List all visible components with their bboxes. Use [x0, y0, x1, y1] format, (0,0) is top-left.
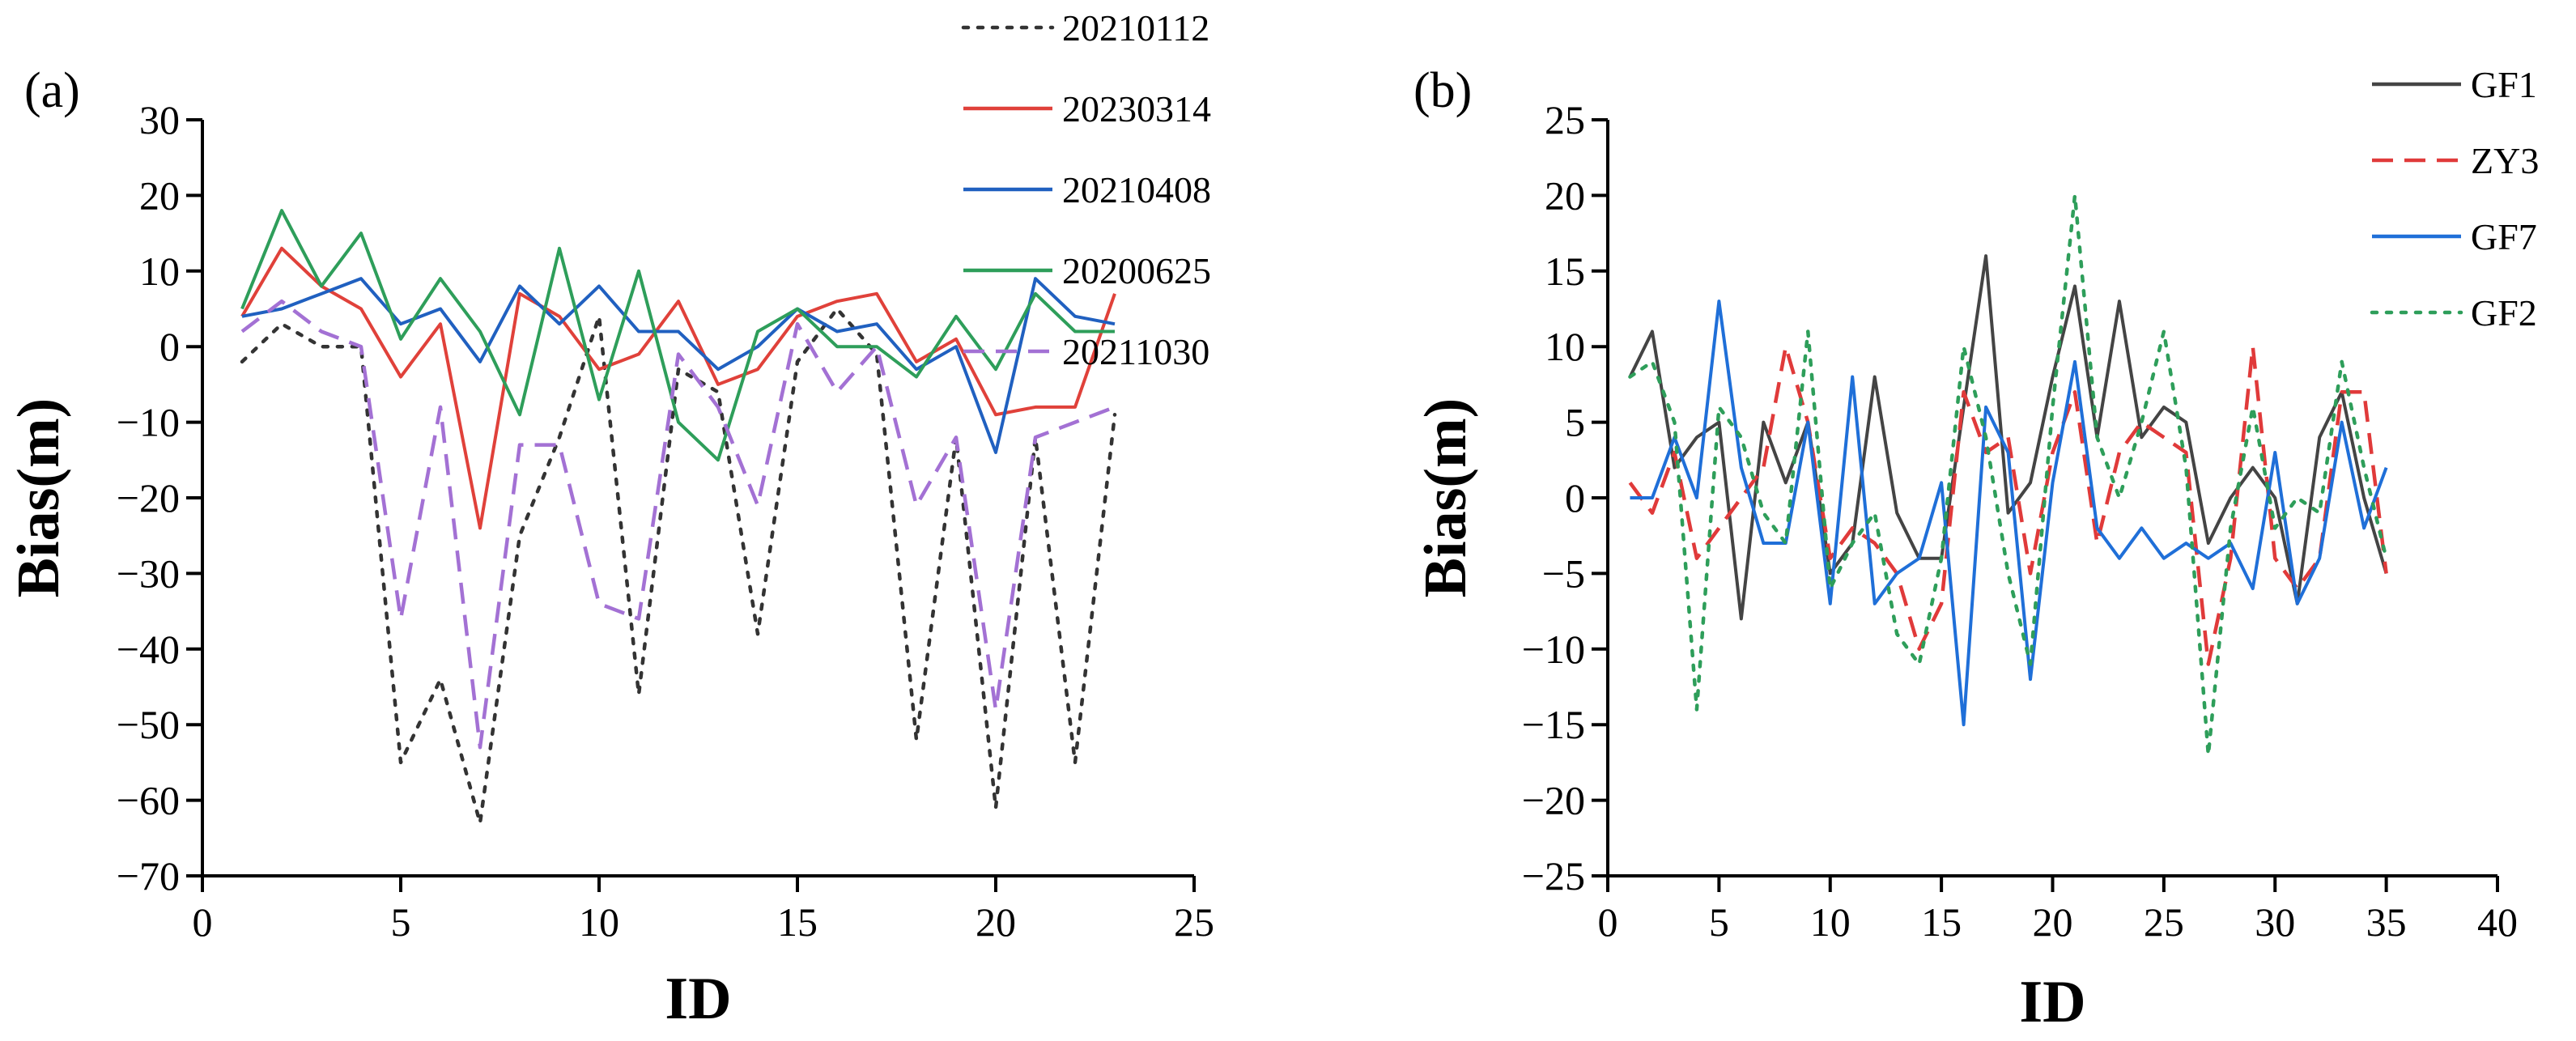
legend-label: 20210112: [1062, 7, 1209, 49]
panel-label: (b): [1413, 63, 1472, 118]
legend-label: GF1: [2471, 64, 2537, 105]
y-tick-label: −50: [117, 702, 180, 747]
y-tick-label: 15: [1545, 249, 1585, 294]
x-tick-label: 10: [1810, 899, 1851, 945]
y-axis-title: Bias(m): [6, 398, 72, 598]
chart-panel-b: (b) 25 20 15 10 5 0 −5 −10 −15 −20 −25 0 5 10 15 20 25 30 3…: [1413, 63, 2539, 1035]
y-tick-label: −60: [117, 778, 180, 823]
legend-label: GF2: [2471, 292, 2537, 334]
x-tick-label: 20: [2033, 899, 2073, 945]
y-tick-label: −25: [1522, 853, 1585, 899]
legend-label: 20210408: [1062, 169, 1211, 210]
series-line-GF2: [1628, 193, 2388, 757]
y-tick-label: −10: [117, 400, 180, 445]
x-tick-label: 25: [1174, 899, 1214, 945]
y-tick-label: −30: [117, 550, 180, 596]
series-line-20210112: [240, 307, 1117, 825]
y-tick-label: −20: [117, 475, 180, 520]
series-line-20200625: [240, 209, 1115, 462]
x-tick-label: 5: [391, 899, 411, 945]
x-axis-title: ID: [2019, 969, 2085, 1035]
series-line-20211030: [240, 299, 1116, 750]
y-tick-label: 0: [159, 324, 180, 369]
y-tick-label: 5: [1565, 400, 1585, 445]
legend-label: ZY3: [2471, 140, 2539, 181]
legend-label: GF7: [2471, 216, 2537, 257]
y-tick-label: 0: [1565, 475, 1585, 520]
series-line-ZY3: [1628, 344, 2388, 666]
x-tick-label: 30: [2255, 899, 2295, 945]
x-axis-title: ID: [665, 966, 731, 1032]
x-tick-label: 15: [1921, 899, 1962, 945]
x-tick-label: 15: [777, 899, 818, 945]
x-tick-label: 10: [579, 899, 619, 945]
x-tick-label: 35: [2366, 899, 2407, 945]
series-line-GF7: [1630, 300, 2388, 727]
y-tick-label: 10: [139, 249, 180, 294]
x-tick-label: 25: [2144, 899, 2184, 945]
y-tick-label: 30: [139, 97, 180, 142]
y-tick-label: 20: [139, 172, 180, 218]
y-tick-label: 25: [1545, 97, 1585, 142]
legend-label: 20211030: [1062, 331, 1209, 372]
legend: 20210112 20230314 20210408 20200625 20211030: [961, 7, 1211, 372]
y-tick-label: 20: [1545, 172, 1585, 218]
legend-label: 20200625: [1062, 250, 1211, 291]
y-tick-label: −20: [1522, 778, 1585, 823]
y-tick-label: 10: [1545, 324, 1585, 369]
series-line-20210408: [241, 277, 1116, 454]
x-tick-label: 40: [2477, 899, 2518, 945]
legend-label: 20230314: [1062, 88, 1211, 130]
series-line-20230314: [240, 246, 1116, 530]
y-tick-label: −5: [1542, 550, 1585, 596]
y-tick-label: −10: [1522, 627, 1585, 672]
panel-label: (a): [24, 63, 80, 118]
x-tick-label: 20: [976, 899, 1016, 945]
x-tick-label: 5: [1709, 899, 1729, 945]
y-tick-label: −70: [117, 853, 180, 899]
x-tick-label: 0: [1598, 899, 1618, 945]
y-tick-label: −15: [1522, 702, 1585, 747]
legend: GF1 ZY3 GF7 GF2: [2370, 64, 2539, 334]
y-tick-label: −40: [117, 627, 180, 672]
y-axis-title: Bias(m): [1413, 398, 1479, 598]
x-tick-label: 0: [193, 899, 213, 945]
